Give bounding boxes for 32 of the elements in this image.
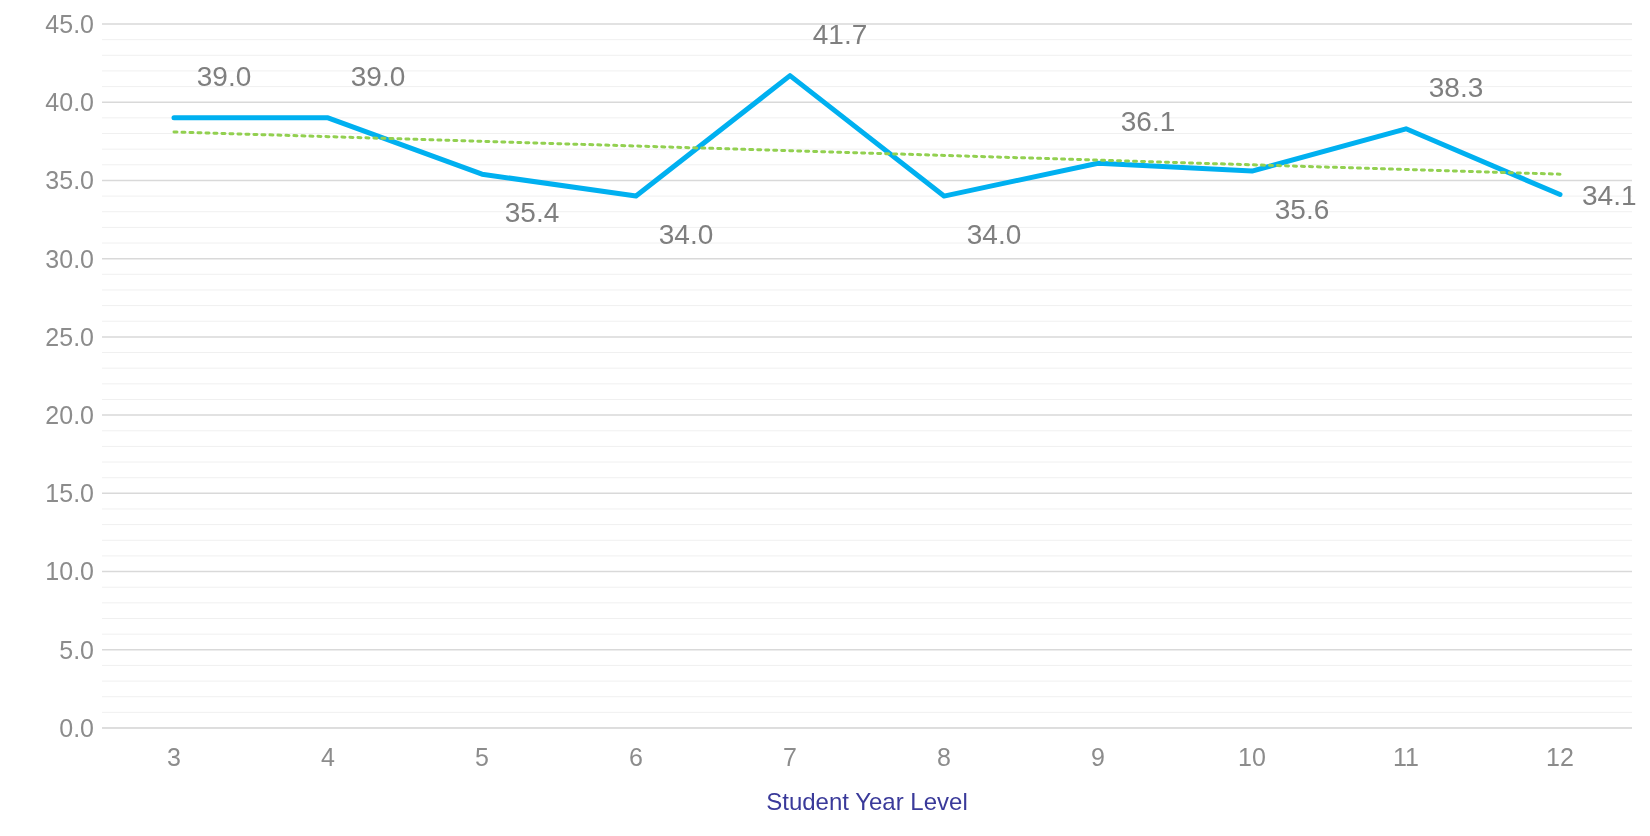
line-series <box>172 130 1562 176</box>
y-tick-label: 25.0 <box>45 322 94 351</box>
data-label: 34.1 <box>1582 179 1637 211</box>
x-tick-label: 9 <box>1091 742 1105 771</box>
y-tick-label: 10.0 <box>45 557 94 586</box>
y-tick-label: 45.0 <box>45 9 94 38</box>
data-label: 35.4 <box>504 197 560 229</box>
y-tick-label: 5.0 <box>59 635 94 664</box>
data-label: 36.1 <box>1120 106 1176 138</box>
y-tick-label: 35.0 <box>45 166 94 195</box>
y-tick-label: 20.0 <box>45 400 94 429</box>
data-label: 41.7 <box>812 18 868 50</box>
data-label: 39.0 <box>196 60 252 92</box>
x-axis-title: Student Year Level <box>766 788 968 815</box>
x-tick-label: 3 <box>167 742 181 771</box>
y-tick-label: 40.0 <box>45 88 94 117</box>
y-tick-label: 15.0 <box>45 479 94 508</box>
x-tick-label: 12 <box>1546 742 1574 771</box>
data-label: 34.0 <box>658 219 714 251</box>
x-tick-label: 10 <box>1238 742 1266 771</box>
x-tick-label: 6 <box>629 742 643 771</box>
x-tick-label: 11 <box>1393 742 1419 771</box>
data-label: 38.3 <box>1428 71 1484 103</box>
x-tick-label: 8 <box>937 742 951 771</box>
x-tick-label: 5 <box>475 742 489 771</box>
x-tick-label: 4 <box>321 742 336 771</box>
x-tick-label: 7 <box>783 742 797 771</box>
y-tick-label: 30.0 <box>45 244 94 273</box>
data-label: 35.6 <box>1274 194 1330 226</box>
data-label: 34.0 <box>966 219 1022 251</box>
y-tick-label: 0.0 <box>59 713 94 742</box>
data-label: 39.0 <box>350 60 406 92</box>
